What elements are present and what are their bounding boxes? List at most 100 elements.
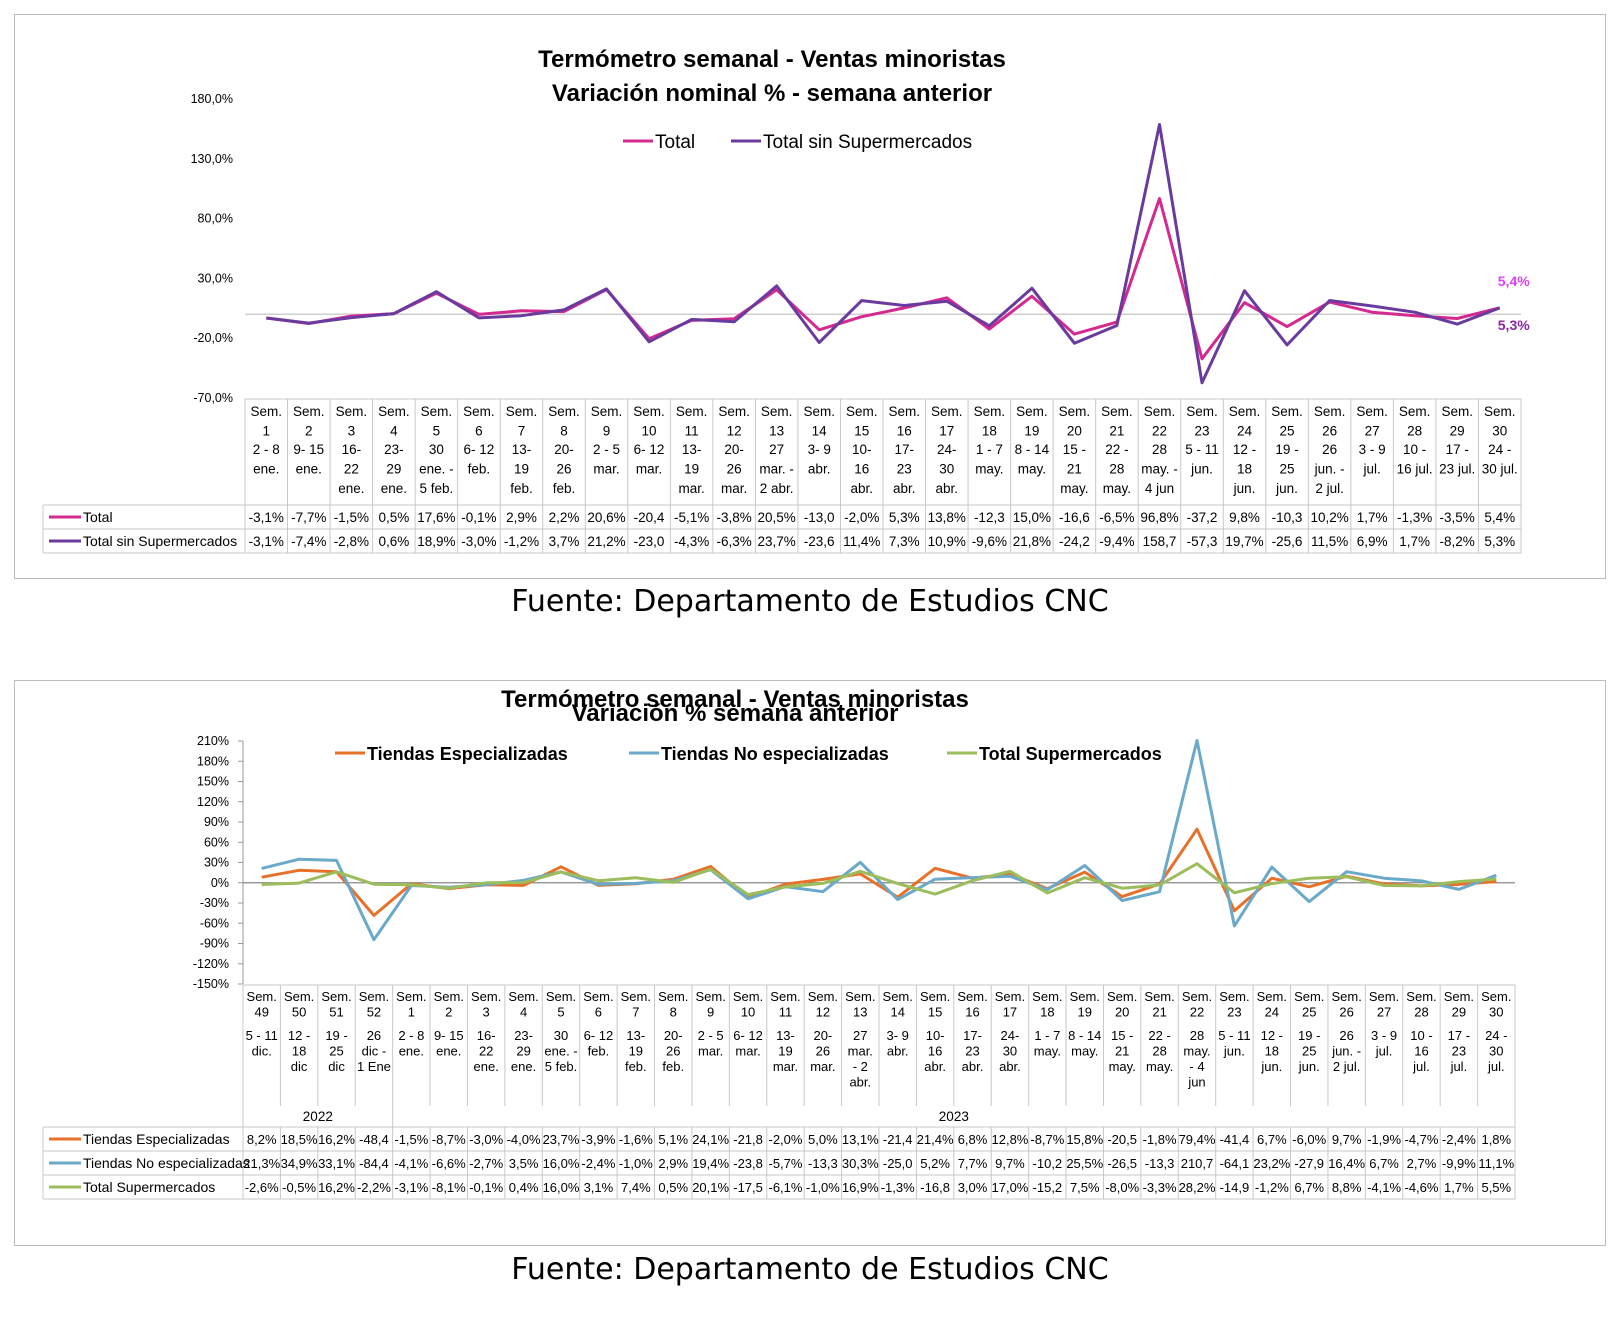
chart-2-data-cell: -8,0% [1105, 1180, 1139, 1195]
chart-1-x-date-label: 16 jul. [1397, 462, 1433, 477]
chart-2-x-week-label: 26 [1339, 1005, 1353, 1020]
chart-2-x-date-label: jun [1187, 1075, 1205, 1090]
chart-1-x-date-label: 10- [852, 442, 872, 457]
chart-1-x-week-label: Sem. [1016, 404, 1048, 419]
chart-1-x-week-label: Sem. [1314, 404, 1346, 419]
chart-1-x-week-label: 7 [518, 424, 526, 439]
chart-2-data-cell: 12,8% [992, 1132, 1029, 1147]
chart-1-x-date-label: 5 feb. [420, 481, 454, 496]
chart-1-x-week-label: 20 [1067, 424, 1082, 439]
chart-1-x-date-label: 19 - [1275, 442, 1298, 457]
chart-2-data-cell: 3,1% [584, 1180, 614, 1195]
chart-2-x-date-label: dic [291, 1059, 308, 1074]
chart-2-data-cell: -27,9 [1294, 1156, 1324, 1171]
chart-1-x-date-label: 3- 9 [808, 442, 831, 457]
chart-1-y-tick-label: 130,0% [191, 152, 233, 166]
chart-2-x-date-label: - 4 [1189, 1059, 1204, 1074]
chart-2-x-date-label: mar. [810, 1059, 835, 1074]
chart-2-x-date-label: 23- [514, 1028, 533, 1043]
chart-2-x-week-label: 7 [632, 1005, 639, 1020]
chart-1-data-cell: -7,7% [291, 510, 326, 525]
chart-2-x-week-label: 12 [816, 1005, 830, 1020]
chart-2-data-cell: -0,5% [282, 1180, 316, 1195]
chart-1-x-week-label: 11 [685, 424, 699, 439]
chart-2-x-week-label: 5 [557, 1005, 564, 1020]
chart-2-x-date-label: 18 [1265, 1044, 1279, 1059]
chart-1-data-cell: 5,3% [1484, 534, 1515, 549]
chart-2-data-cell: 6,8% [958, 1132, 988, 1147]
chart-1-x-date-label: abr. [850, 481, 873, 496]
chart-2-x-week-label: Sem. [883, 989, 913, 1004]
chart-2-x-date-label: may. [1109, 1059, 1136, 1074]
chart-2-data-cell: -13,3 [1145, 1156, 1175, 1171]
chart-2-data-cell: -14,9 [1220, 1180, 1250, 1195]
chart-2-x-week-label: Sem. [1032, 989, 1062, 1004]
chart-1-x-date-label: ene. [338, 481, 364, 496]
chart-2-x-week-label: 4 [520, 1005, 527, 1020]
chart-2-data-cell: -13,3 [808, 1156, 838, 1171]
chart-2-x-week-label: 20 [1115, 1005, 1129, 1020]
chart-1-x-week-label: Sem. [718, 404, 750, 419]
chart-1-x-week-label: Sem. [931, 404, 963, 419]
chart-1-x-date-label: 1 - 7 [976, 442, 1003, 457]
chart-2-x-week-label: 14 [890, 1005, 904, 1020]
chart-2-data-cell: -4,6% [1404, 1180, 1438, 1195]
chart-1-x-week-label: 12 [727, 424, 742, 439]
chart-1-data-cell: 17,6% [417, 510, 455, 525]
chart-2-data-cell: 23,7% [543, 1132, 580, 1147]
chart-2-data-cell: 6,7% [1369, 1156, 1399, 1171]
chart-2-x-date-label: 16- [477, 1028, 496, 1043]
chart-2-x-date-label: 5 - 11 [246, 1028, 278, 1043]
chart-2-x-date-label: 18 [292, 1044, 306, 1059]
chart-2-source: Fuente: Departamento de Estudios CNC [511, 1252, 1109, 1287]
chart-1-x-date-label: mar. [678, 481, 704, 496]
chart-2-data-cell: -6,1% [768, 1180, 802, 1195]
chart-2-x-date-label: dic - [362, 1044, 387, 1059]
chart-2-data-cell: -0,1% [469, 1180, 503, 1195]
chart-2-x-week-label: Sem. [1406, 989, 1436, 1004]
chart-2-data-cell: 5,5% [1481, 1180, 1511, 1195]
chart-1-x-week-label: 19 [1024, 424, 1039, 439]
chart-1-frame: Termómetro semanal - Ventas minoristas Va… [14, 14, 1606, 579]
chart-1-x-date-label: 2 abr. [760, 481, 794, 496]
chart-2-data-cell: 21,3% [243, 1156, 280, 1171]
chart-1-x-date-label: 13- [512, 442, 532, 457]
chart-1-source: Fuente: Departamento de Estudios CNC [511, 584, 1109, 619]
chart-2-data-cell: 17,0% [992, 1180, 1029, 1195]
chart-2-data-cell: 7,4% [621, 1180, 651, 1195]
chart-2-x-date-label: dic. [252, 1044, 272, 1059]
chart-2-data-cell: 16,9% [842, 1180, 879, 1195]
chart-1-x-week-label: Sem. [421, 404, 453, 419]
chart-1-x-week-label: 14 [812, 424, 828, 439]
chart-2-x-date-label: may. [1183, 1044, 1210, 1059]
chart-2-data-cell: -1,0% [619, 1156, 653, 1171]
chart-1-x-week-label: 24 [1237, 424, 1253, 439]
chart-1-data-cell: -23,0 [634, 534, 665, 549]
chart-1-data-cell: -16,6 [1059, 510, 1090, 525]
chart-2-x-date-label: 10 - [1410, 1028, 1432, 1043]
chart-2-x-date-label: 24- [1001, 1028, 1020, 1043]
chart-2-x-week-label: 22 [1190, 1005, 1204, 1020]
chart-2-x-week-label: Sem. [621, 989, 651, 1004]
chart-2-x-date-label: feb. [625, 1059, 647, 1074]
chart-1-x-week-label: Sem. [676, 404, 708, 419]
chart-1-x-date-label: 25 [1280, 462, 1295, 477]
chart-2-y-tick-label: 150% [197, 775, 229, 789]
chart-1-x-date-label: abr. [936, 481, 959, 496]
chart-2-x-week-label: Sem. [695, 989, 725, 1004]
chart-1-x-week-label: 3 [348, 424, 356, 439]
chart-2-x-date-label: 3 - 9 [1371, 1028, 1397, 1043]
chart-2-x-week-label: 25 [1302, 1005, 1316, 1020]
chart-2-data-cell: -16,8 [920, 1180, 950, 1195]
chart-2-data-cell: 6,7% [1257, 1132, 1287, 1147]
chart-1-data-cell: 3,7% [549, 534, 580, 549]
chart-1-x-date-label: jul. [1363, 462, 1381, 477]
chart-2-data-cell: 34,9% [281, 1156, 318, 1171]
chart-2-data-cell: 33,1% [318, 1156, 355, 1171]
chart-1-data-cell: 19,7% [1225, 534, 1263, 549]
chart-2-x-date-label: abr. [924, 1059, 946, 1074]
chart-1-x-date-label: 6- 12 [464, 442, 495, 457]
chart-2-x-date-label: abr. [887, 1044, 909, 1059]
chart-2-legend-label: Tiendas No especializadas [661, 744, 889, 764]
chart-1-data-cell: -6,3% [716, 534, 751, 549]
